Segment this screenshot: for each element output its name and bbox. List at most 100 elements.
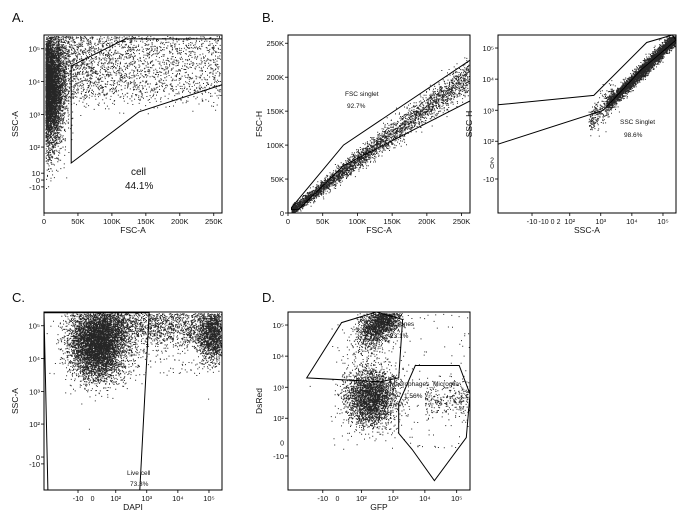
y-tick-label: 10² [483, 137, 494, 146]
scatter-dot-cloud [291, 57, 470, 214]
x-tick-label: 250K [205, 217, 223, 226]
axis-ticks: -10 10² 10³ 10⁴ 10⁵ -10 10² 10³ 10⁴ 10⁵ 0 0 [272, 321, 462, 503]
gate-cell [70, 38, 223, 165]
gate-label: SSC Singlet [620, 119, 655, 126]
y-tick-label: 10³ [273, 383, 284, 392]
y-tick-label: 10⁵ [483, 44, 494, 53]
y-tick-label: -10 [483, 175, 494, 184]
x-tick-label: 200K [171, 217, 189, 226]
scatter-dot-cloud [46, 313, 223, 430]
y-tick-label: 100K [266, 141, 284, 150]
y-tick-label: 10² [273, 414, 284, 423]
x-tick-label: 10³ [141, 494, 152, 503]
scatter-dot-cloud [45, 36, 222, 189]
x-tick-label: 150K [383, 217, 401, 226]
gate-live-cell [43, 312, 150, 491]
x-tick-label: -10 [527, 217, 538, 226]
x-axis-label: FSC-A [120, 225, 146, 235]
y-tick-label: 0 [280, 209, 284, 218]
x-tick-label: 10⁴ [172, 494, 184, 503]
x-tick-label: 10⁵ [203, 494, 214, 503]
gate-label: Live cell [127, 470, 151, 477]
gate-label: Neurones [386, 321, 415, 328]
y-tick-label: 50K [271, 175, 284, 184]
x-tick-label: 200K [418, 217, 436, 226]
y-tick-label: 10⁵ [29, 322, 40, 331]
gate-label: cell [131, 167, 146, 178]
x-tick-label-extra: 2 [557, 219, 561, 226]
panel-label: A. [12, 10, 24, 25]
y-axis-label: SSC-H [464, 111, 474, 137]
scatter-dots [309, 313, 470, 450]
gate-ssc-singlet [497, 34, 677, 145]
gate-percent: 1.56% [404, 393, 423, 400]
x-axis-label: GFP [370, 502, 388, 512]
y-tick-label: -10 [29, 460, 40, 469]
y-axis-label: SSC-A [10, 388, 20, 414]
y-axis-label: SSC-A [10, 111, 20, 137]
y-tick-label: 10⁴ [482, 75, 494, 84]
y-tick-label: -10 [273, 452, 284, 461]
y-tick-label: -10 [29, 183, 40, 192]
x-axis-label: SSC-A [574, 225, 600, 235]
plot-frame [287, 311, 471, 491]
y-tick-label: 10³ [483, 106, 494, 115]
x-tick-label: 10⁴ [419, 494, 431, 503]
scatter-dots [588, 36, 676, 137]
y-tick-label: 0 [36, 453, 40, 462]
chart-panel-B1: B. FSC singlet 92.7% 0 50K 100K 150K 200K 250K 0 5… [254, 10, 471, 235]
y-tick-label-extra: 2 [490, 157, 494, 164]
x-tick-label: 10² [356, 494, 367, 503]
x-tick-label: 10² [110, 494, 121, 503]
gate-percent: 23.1% [390, 333, 409, 340]
y-tick-label: 10³ [29, 387, 40, 396]
y-tick-label: 0 [36, 176, 40, 185]
x-tick-label: 10⁵ [657, 217, 668, 226]
plot-frame [43, 34, 223, 214]
x-tick-label: 100K [349, 217, 367, 226]
x-tick-label: 10⁴ [626, 217, 638, 226]
x-axis-label: DAPI [123, 502, 143, 512]
x-tick-label: 10³ [388, 494, 399, 503]
scatter-dot-cloud [588, 36, 676, 137]
x-tick-label: 150K [137, 217, 155, 226]
x-tick-label: 50K [316, 217, 329, 226]
x-tick-label-extra: 0 [335, 496, 339, 503]
y-tick-label-extra: 0 [280, 440, 284, 447]
scatter-dots [291, 57, 470, 214]
y-tick-label: 10³ [29, 110, 40, 119]
gate-percent: 44.1% [125, 181, 153, 192]
panel-label: D. [262, 290, 275, 305]
gate-percent: 98.6% [624, 132, 643, 139]
y-tick-label: 10⁵ [29, 45, 40, 54]
y-tick-label: 150K [266, 107, 284, 116]
y-tick-label: 10⁴ [28, 78, 40, 87]
gate-macrophages-microglia [398, 365, 471, 482]
x-tick-label: 10² [564, 217, 575, 226]
y-tick-label-extra: 0 [490, 163, 494, 170]
x-axis-label: FSC-A [366, 225, 392, 235]
y-tick-label: 10² [29, 143, 40, 152]
gate-fsc-singlet [291, 59, 471, 211]
y-tick-label: 10 [32, 169, 40, 178]
y-tick-label: 10² [29, 420, 40, 429]
chart-panel-B2: SSC Singlet 98.6% -10 10² 10³ 10⁴ 10⁵ -10 10² 10³… [464, 34, 677, 235]
x-tick-label: 0 [42, 217, 46, 226]
x-tick-label: 50K [71, 217, 84, 226]
scatter-dot-cloud [309, 313, 470, 450]
gate-label: FSC singlet [345, 91, 379, 98]
y-axis-label: DsRed [254, 388, 264, 414]
y-tick-label: 250K [266, 39, 284, 48]
panel-label: C. [12, 290, 25, 305]
plot-frame [287, 34, 471, 214]
gate-neurones [305, 311, 404, 383]
y-tick-label: 10⁴ [272, 352, 284, 361]
scatter-dots [45, 36, 222, 189]
gate-percent: 73.3% [130, 481, 149, 488]
panel-label: B. [262, 10, 274, 25]
